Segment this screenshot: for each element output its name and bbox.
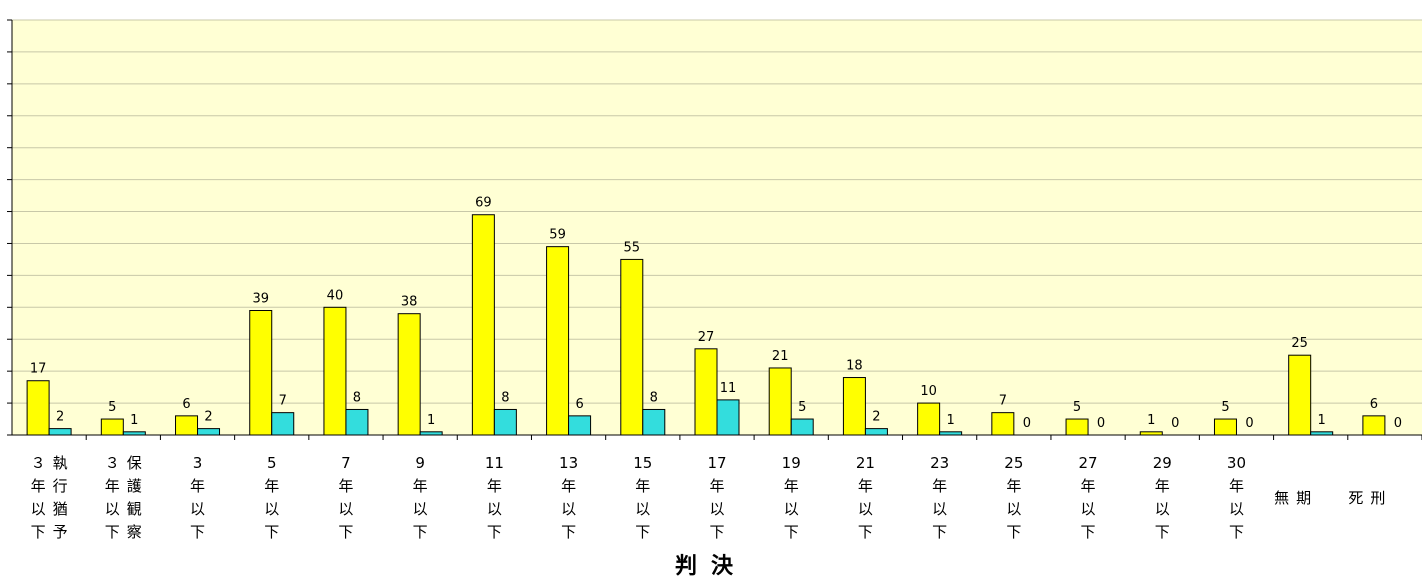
value-label: 1 bbox=[130, 413, 138, 428]
value-label: 6 bbox=[575, 397, 583, 412]
bar bbox=[122, 431, 146, 436]
bar bbox=[493, 408, 517, 436]
x-tick-label: 25 年以下 bbox=[1004, 454, 1024, 541]
bar bbox=[1065, 418, 1089, 436]
bar bbox=[271, 412, 295, 436]
value-label: 5 bbox=[798, 400, 806, 415]
bar bbox=[1139, 431, 1163, 436]
x-tick-label: 29 年以下 bbox=[1152, 454, 1172, 541]
value-label: 59 bbox=[549, 228, 566, 243]
bar bbox=[345, 408, 369, 436]
value-label: 69 bbox=[475, 196, 492, 211]
value-label: 17 bbox=[30, 362, 47, 377]
value-label: 5 bbox=[1221, 400, 1229, 415]
bar bbox=[100, 418, 124, 436]
bar bbox=[790, 418, 814, 436]
bar bbox=[842, 377, 866, 436]
value-label: 40 bbox=[327, 288, 344, 303]
bar bbox=[568, 415, 592, 436]
value-label: 25 bbox=[1291, 336, 1308, 351]
bar bbox=[694, 348, 718, 436]
value-label: 6 bbox=[1370, 397, 1378, 412]
value-label: 2 bbox=[872, 410, 880, 425]
bar bbox=[197, 428, 221, 436]
x-tick-label: 13 年以下 bbox=[559, 454, 579, 541]
bar bbox=[939, 431, 963, 436]
value-label: 21 bbox=[772, 349, 789, 364]
value-label: 1 bbox=[1318, 413, 1326, 428]
bar bbox=[1288, 354, 1312, 436]
value-label: 55 bbox=[624, 240, 641, 255]
value-label: 2 bbox=[204, 410, 212, 425]
value-label: 0 bbox=[1394, 416, 1402, 431]
value-label: 39 bbox=[252, 292, 269, 307]
bar bbox=[642, 408, 666, 436]
x-tick-label: 27 年以下 bbox=[1078, 454, 1098, 541]
bar bbox=[991, 412, 1015, 436]
value-label: 27 bbox=[698, 330, 715, 345]
value-label: 2 bbox=[56, 410, 64, 425]
bar bbox=[716, 399, 740, 436]
value-label: 0 bbox=[1097, 416, 1105, 431]
value-label: 5 bbox=[1073, 400, 1081, 415]
bar bbox=[1362, 415, 1386, 436]
bar bbox=[48, 428, 72, 436]
value-label: 8 bbox=[650, 390, 658, 405]
bar bbox=[419, 431, 443, 436]
value-label: 1 bbox=[946, 413, 954, 428]
bar bbox=[249, 310, 273, 436]
bar bbox=[1213, 418, 1237, 436]
bar bbox=[1310, 431, 1334, 436]
bar bbox=[546, 246, 570, 436]
x-tick-label: 30 年以下 bbox=[1226, 454, 1247, 541]
x-tick-label: 19 年以下 bbox=[781, 454, 801, 541]
value-label: 11 bbox=[720, 381, 737, 396]
value-label: 0 bbox=[1245, 416, 1253, 431]
bar bbox=[768, 367, 792, 436]
bar bbox=[917, 402, 941, 436]
x-tick-label: 23 年以下 bbox=[930, 454, 950, 541]
x-tick-label: 無期 bbox=[1274, 488, 1312, 507]
value-label: 8 bbox=[501, 390, 509, 405]
bar bbox=[471, 214, 495, 436]
value-label: 6 bbox=[182, 397, 190, 412]
value-label: 1 bbox=[1147, 413, 1155, 428]
value-label: 8 bbox=[353, 390, 361, 405]
x-tick-label: 21 年以下 bbox=[855, 454, 875, 541]
bar bbox=[26, 380, 50, 436]
value-label: 7 bbox=[279, 394, 287, 409]
bar bbox=[397, 313, 421, 436]
x-tick-label: 11 年以下 bbox=[484, 454, 504, 541]
bar bbox=[620, 258, 644, 436]
value-label: 7 bbox=[999, 394, 1007, 409]
value-label: 38 bbox=[401, 295, 418, 310]
value-label: 5 bbox=[108, 400, 116, 415]
value-label: 0 bbox=[1023, 416, 1031, 431]
x-tick-label: 15 年以下 bbox=[633, 454, 653, 541]
value-label: 0 bbox=[1171, 416, 1179, 431]
bar bbox=[864, 428, 888, 436]
bar bbox=[323, 306, 347, 436]
x-axis-label: 判決 bbox=[674, 554, 747, 579]
value-label: 10 bbox=[920, 384, 937, 399]
bar bbox=[175, 415, 199, 436]
x-tick-label: 死刑 bbox=[1348, 488, 1386, 507]
value-label: 18 bbox=[846, 359, 863, 374]
x-tick-label: 17 年以下 bbox=[707, 454, 727, 541]
value-label: 1 bbox=[427, 413, 435, 428]
